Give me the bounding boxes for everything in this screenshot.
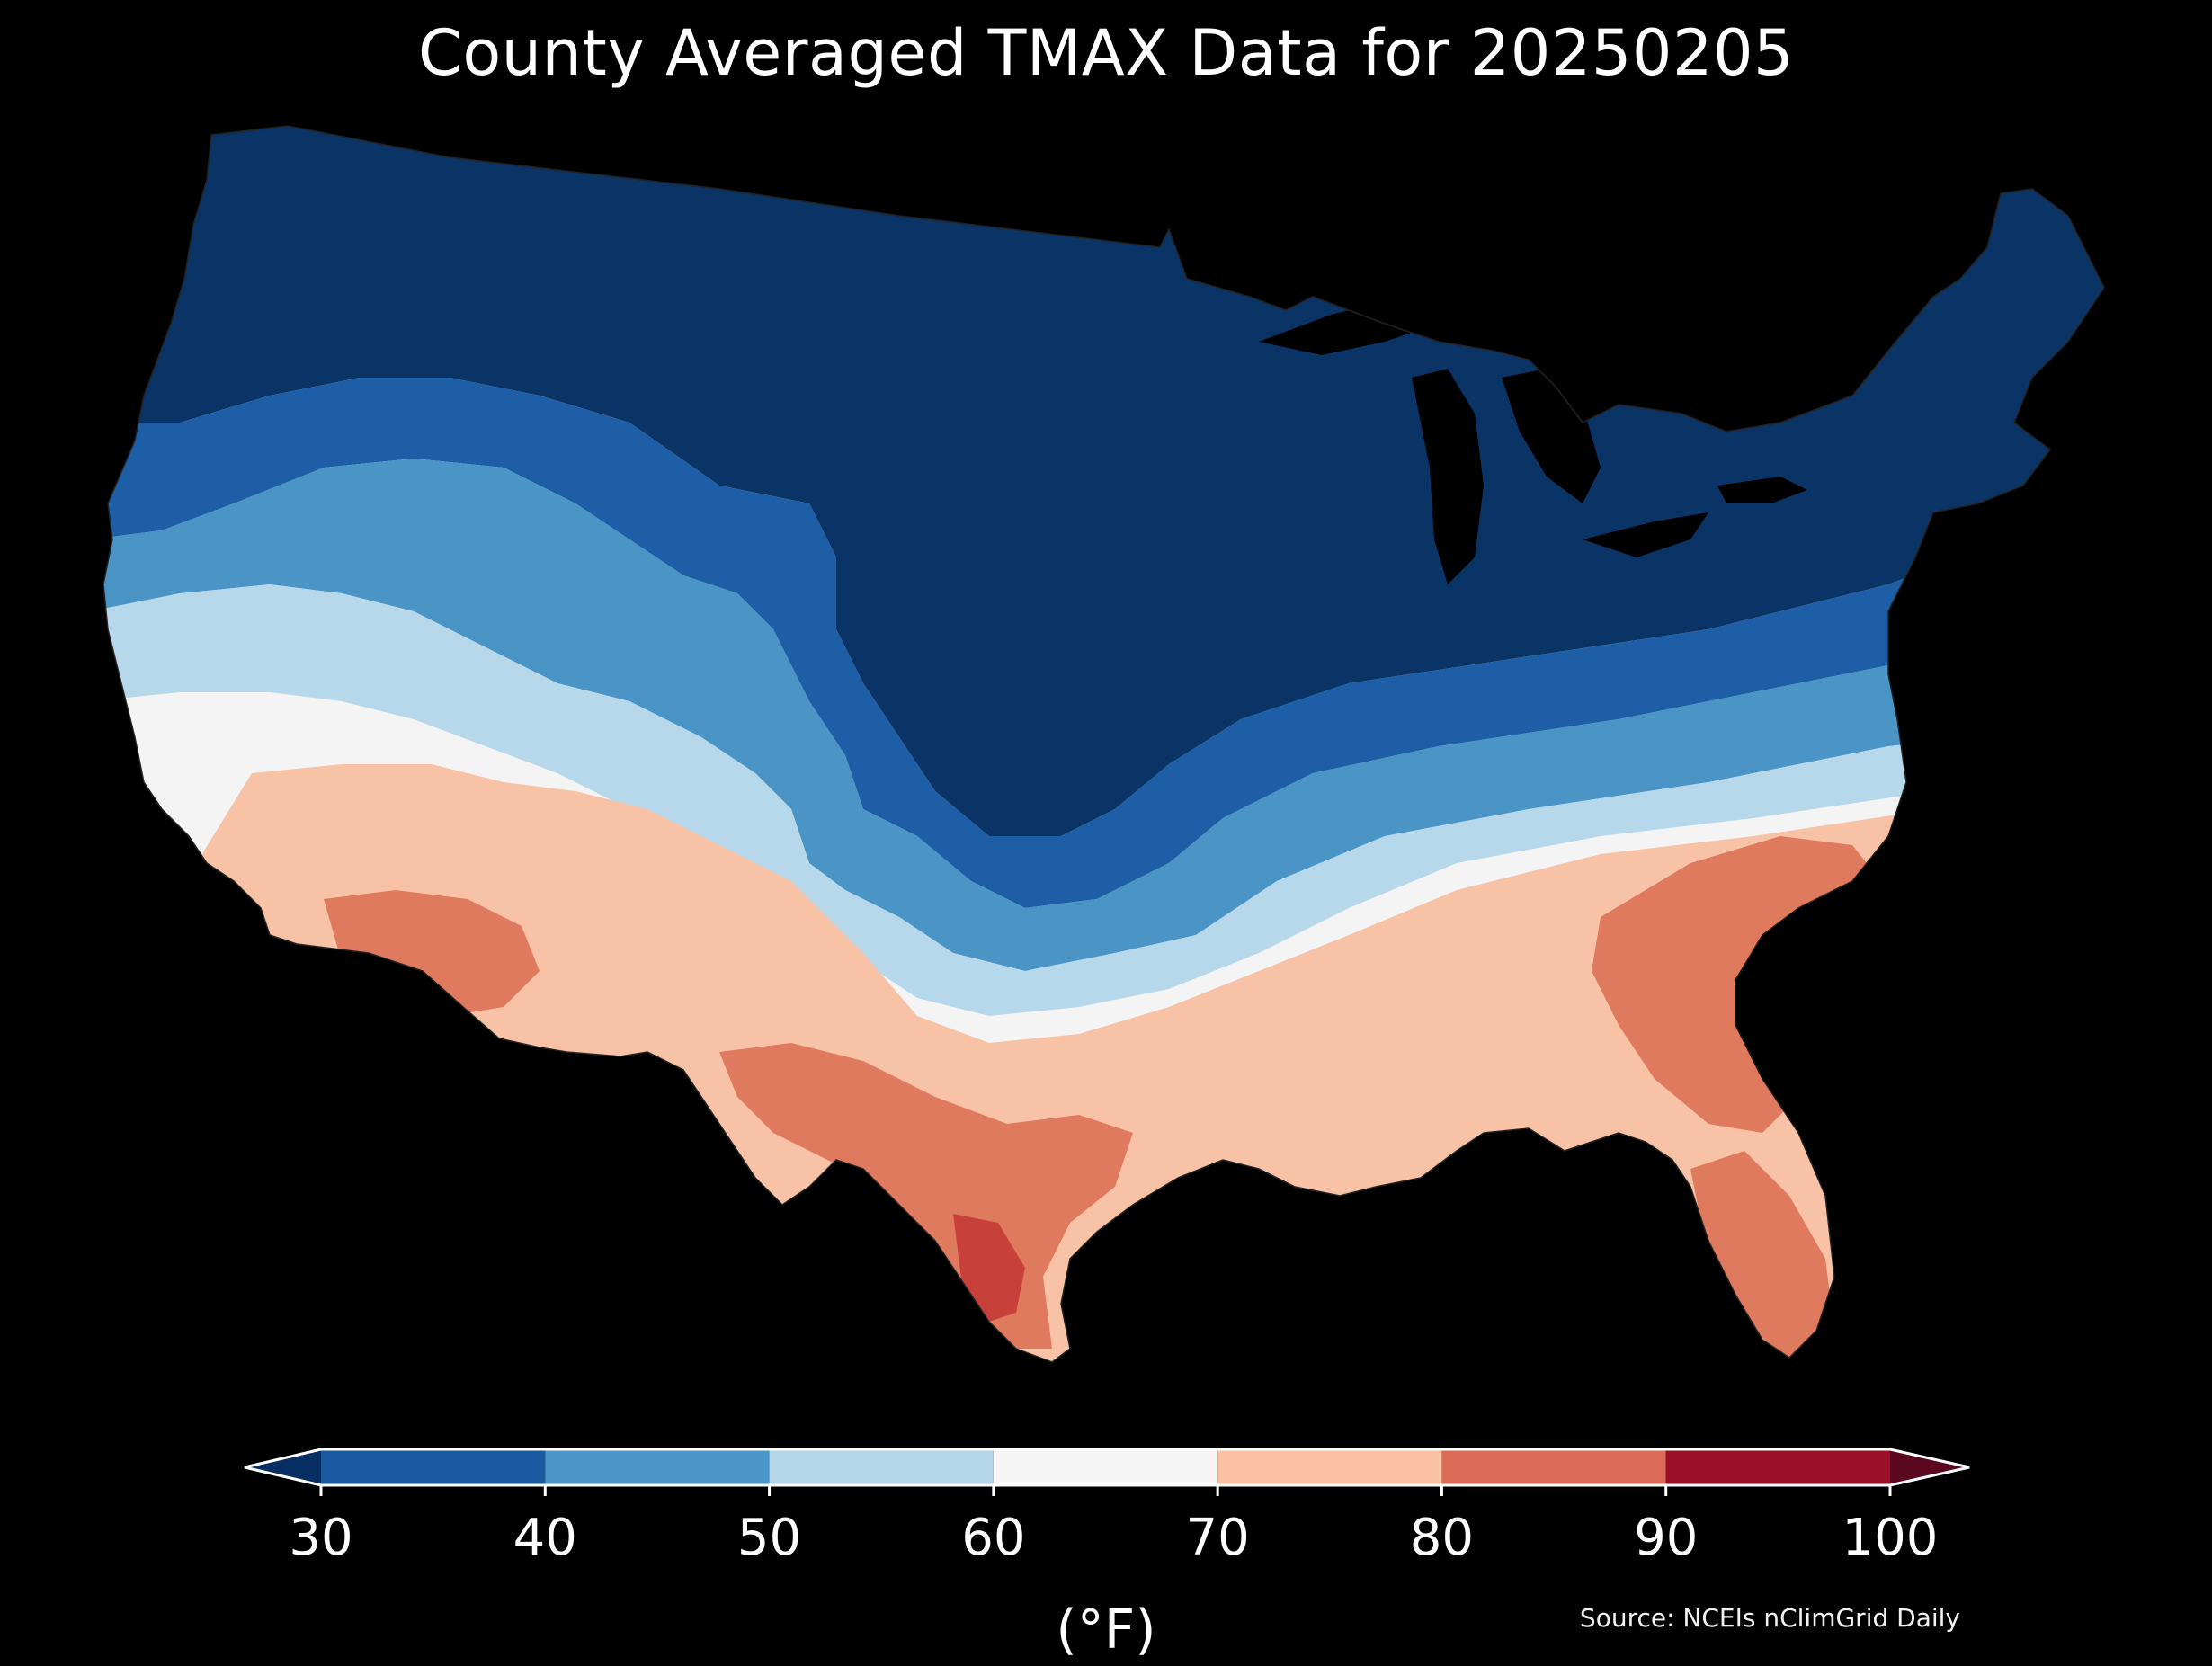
colorbar-bin [769, 1449, 994, 1485]
colorbar-bin [321, 1449, 546, 1485]
region-80-90-arizona [324, 890, 540, 1016]
region-80-90-texas [719, 1043, 1133, 1349]
colorbar [244, 1448, 1970, 1496]
colorbar-bin [545, 1449, 770, 1485]
region-50-60 [103, 584, 2104, 1016]
colorbar-tick-label: 50 [736, 1509, 802, 1567]
colorbar-tick-label: 100 [1842, 1509, 1939, 1567]
lake-ontario [1717, 477, 1807, 503]
region-40-50 [103, 459, 2104, 971]
map-title: County Averaged TMAX Data for 20250205 [417, 16, 1795, 90]
colorbar-unit-label: (°F) [1056, 1599, 1156, 1662]
colorbar-tick-label: 30 [289, 1509, 353, 1567]
colorbar-over-arrow [1890, 1449, 1969, 1485]
colorbar-under-arrow [245, 1449, 321, 1485]
colorbar-tick-label: 80 [1409, 1509, 1475, 1567]
lake-michigan [1412, 369, 1484, 584]
region-80-90-florida [1690, 1151, 1834, 1362]
source-credit: Source: NCEIs nClimGrid Daily [1579, 1603, 1960, 1633]
region-30-40 [103, 378, 2104, 908]
colorbar-bin [993, 1449, 1218, 1485]
colorbar-bin [1441, 1449, 1666, 1485]
colorbar-bin [1665, 1449, 1890, 1485]
lake-erie [1583, 512, 1708, 557]
colorbar-tick-label: 90 [1634, 1509, 1699, 1567]
colorbar-tick-label: 70 [1185, 1509, 1250, 1567]
colorbar-tick-label: 40 [513, 1509, 577, 1567]
colorbar-tick-label: 60 [961, 1509, 1026, 1567]
colorbar-bin [1217, 1449, 1442, 1485]
